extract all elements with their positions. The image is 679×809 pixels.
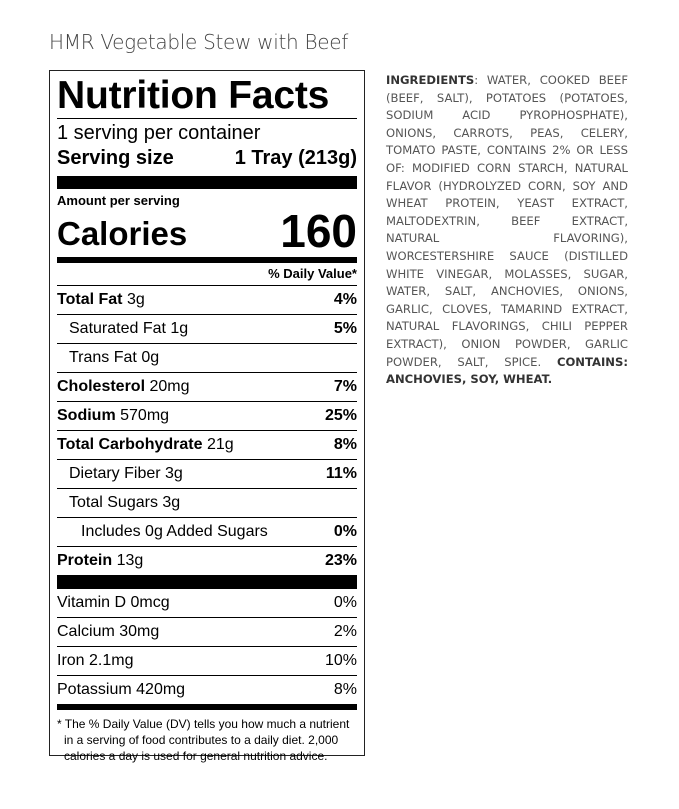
vitamin-amount: 420mg xyxy=(136,681,186,698)
divider-thick xyxy=(57,575,357,589)
servings-per-container: 1 serving per container xyxy=(57,122,261,144)
serving-size-label: Serving size xyxy=(57,147,174,169)
nutrient-amount: 20mg xyxy=(149,378,190,395)
vitamin-amount: 2.1mg xyxy=(89,652,134,669)
vitamin-dv: 2% xyxy=(333,623,357,640)
nutrient-row: Total Sugars 3g xyxy=(57,489,357,518)
vitamin-name: Vitamin D xyxy=(57,594,127,611)
nutrient-row: Total Carbohydrate 21g 8% xyxy=(57,431,357,460)
nutrient-name: Total Sugars xyxy=(69,494,158,511)
divider-thick xyxy=(57,176,357,189)
nutrient-row: Cholesterol 20mg 7% xyxy=(57,373,357,402)
nutrient-name: Saturated Fat xyxy=(69,320,166,337)
ingredients: INGREDIENTS: WATER, COOKED BEEF (BEEF, S… xyxy=(386,72,628,389)
vitamin-amount: 0mcg xyxy=(130,594,170,611)
nutrient-name: Sodium xyxy=(57,407,116,424)
nutrient-dv: 8% xyxy=(333,436,357,453)
nutrient-dv: 25% xyxy=(324,407,357,424)
vitamin-dv: 0% xyxy=(333,594,357,611)
nutrient-dv: 0% xyxy=(333,523,357,540)
nutrient-dv: 11% xyxy=(325,465,357,482)
calories-value: 160 xyxy=(280,205,357,257)
ingredients-label: INGREDIENTS xyxy=(386,73,475,87)
divider-medium xyxy=(57,257,357,263)
serving-size: Serving size 1 Tray (213g) xyxy=(57,145,357,171)
nutrient-dv: 7% xyxy=(333,378,357,395)
nutrient-name: Protein xyxy=(57,552,113,569)
nutrient-name: Trans Fat xyxy=(69,349,137,366)
vitamin-row: Vitamin D 0mcg 0% xyxy=(57,589,357,618)
vitamin-dv: 8% xyxy=(333,681,357,698)
vitamin-name: Potassium xyxy=(57,681,132,698)
vitamin-dv: 10% xyxy=(324,652,357,669)
nutrient-name: Cholesterol xyxy=(57,378,146,395)
nutrient-amount: 13g xyxy=(116,552,144,569)
nutrient-dv: 4% xyxy=(333,291,357,308)
ingredients-text: : WATER, COOKED BEEF (BEEF, SALT), POTAT… xyxy=(386,73,628,369)
nutrient-row: Includes 0g Added Sugars 0% xyxy=(57,518,357,547)
vitamin-amount: 30mg xyxy=(119,623,160,640)
daily-value-header: % Daily Value* xyxy=(57,263,357,286)
nutrient-name: Includes 0g Added Sugars xyxy=(81,523,268,540)
amount-per-serving: Amount per serving xyxy=(57,193,180,208)
nutrient-row: Trans Fat 0g xyxy=(57,344,357,373)
vitamin-name: Calcium xyxy=(57,623,115,640)
calories-label: Calories xyxy=(57,215,188,252)
contains-text: : ANCHOVIES, SOY, WHEAT. xyxy=(386,354,628,387)
vitamin-row: Calcium 30mg 2% xyxy=(57,618,357,647)
nutrition-facts-label: Nutrition Facts 1 serving per container … xyxy=(49,70,365,763)
nutrient-name: Dietary Fiber xyxy=(69,465,161,482)
nutrient-row: Total Fat 3g 4% xyxy=(57,286,357,315)
nutrient-dv: 23% xyxy=(324,552,357,569)
nutrient-amount: 3g xyxy=(162,494,181,511)
nutrient-name: Total Carbohydrate xyxy=(57,436,203,453)
calories: Calories 160 xyxy=(57,208,357,254)
nutrient-amount: 21g xyxy=(206,436,234,453)
footnote: * The % Daily Value (DV) tells you how m… xyxy=(57,717,350,763)
nutrient-row: Sodium 570mg 25% xyxy=(57,402,357,431)
divider-medium xyxy=(57,704,357,710)
nutrient-amount: 3g xyxy=(165,465,183,482)
serving-size-value: 1 Tray (213g) xyxy=(234,147,357,169)
nutrient-amount: 1g xyxy=(170,320,189,337)
vitamin-name: Iron xyxy=(57,652,85,669)
nutrient-name: Total Fat xyxy=(57,291,123,308)
nutrient-amount: 3g xyxy=(126,291,145,308)
nutrient-row: Saturated Fat 1g 5% xyxy=(57,315,357,344)
nutrient-row: Dietary Fiber 3g 11% xyxy=(57,460,357,489)
contains-label: CONTAINS xyxy=(556,354,624,369)
vitamin-row: Iron 2.1mg 10% xyxy=(57,647,357,676)
product-title: HMR Vegetable Stew with Beef xyxy=(49,30,348,54)
nutrient-amount: 0g xyxy=(141,349,160,366)
nutrient-amount: 570mg xyxy=(120,407,170,424)
label-title: Nutrition Facts xyxy=(57,74,357,119)
nutrient-row: Protein 13g 23% xyxy=(57,547,357,575)
vitamin-row: Potassium 420mg 8% xyxy=(57,676,357,704)
nutrient-dv: 5% xyxy=(333,320,357,337)
